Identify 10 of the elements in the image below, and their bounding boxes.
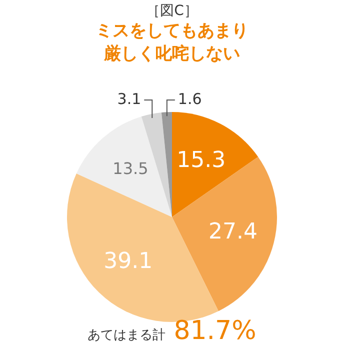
data-label: 1.6 — [178, 90, 202, 108]
data-label: 27.4 — [208, 219, 258, 244]
chart-title: ［図C］ — [145, 2, 199, 20]
chart-subtitle: ミスをしてもあまり厳しく叱咤しない — [94, 20, 250, 66]
data-label: 15.3 — [176, 148, 226, 173]
text: あてはまる計 — [88, 328, 166, 343]
data-label: 39.1 — [104, 248, 153, 274]
text: 81.7% — [174, 316, 256, 346]
data-label: 13.5 — [112, 158, 148, 178]
data-label: 3.1 — [117, 90, 142, 108]
